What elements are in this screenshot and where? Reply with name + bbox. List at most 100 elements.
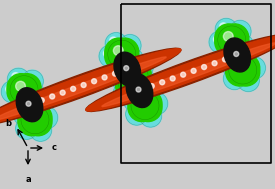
Ellipse shape (114, 52, 141, 86)
Circle shape (30, 119, 52, 141)
Circle shape (60, 90, 65, 95)
Circle shape (181, 72, 186, 77)
Circle shape (1, 81, 23, 103)
Circle shape (121, 76, 143, 98)
Circle shape (134, 70, 156, 92)
Circle shape (218, 26, 246, 54)
Circle shape (213, 35, 221, 43)
Circle shape (116, 71, 123, 79)
Circle shape (122, 72, 150, 100)
Ellipse shape (16, 88, 43, 122)
Circle shape (109, 55, 131, 77)
Circle shape (50, 94, 55, 99)
Circle shape (116, 72, 144, 100)
Circle shape (21, 70, 43, 92)
Circle shape (229, 20, 251, 42)
Circle shape (7, 78, 35, 106)
Circle shape (34, 124, 42, 131)
Circle shape (21, 106, 49, 134)
Ellipse shape (0, 48, 181, 126)
Circle shape (30, 101, 38, 109)
Circle shape (27, 111, 36, 121)
Circle shape (18, 108, 46, 136)
Circle shape (114, 59, 121, 67)
Circle shape (108, 40, 136, 68)
Circle shape (124, 76, 134, 86)
Circle shape (122, 48, 144, 70)
Circle shape (109, 37, 117, 45)
Circle shape (12, 73, 20, 80)
Circle shape (26, 74, 33, 82)
Circle shape (102, 75, 107, 80)
Circle shape (40, 111, 48, 119)
Circle shape (120, 61, 148, 90)
Circle shape (120, 61, 148, 90)
Circle shape (222, 57, 227, 62)
Circle shape (21, 106, 49, 134)
Circle shape (126, 67, 136, 77)
Circle shape (237, 70, 259, 91)
Ellipse shape (0, 49, 181, 125)
Circle shape (221, 54, 243, 76)
Circle shape (232, 34, 254, 56)
Circle shape (124, 66, 129, 71)
Circle shape (123, 60, 151, 88)
Circle shape (221, 24, 249, 52)
Circle shape (243, 57, 265, 79)
Text: b: b (5, 119, 11, 129)
Circle shape (36, 107, 58, 129)
Circle shape (16, 117, 38, 139)
Circle shape (16, 95, 23, 103)
Circle shape (26, 97, 48, 119)
Circle shape (108, 40, 136, 68)
Circle shape (134, 90, 162, 118)
Circle shape (226, 54, 254, 82)
Circle shape (113, 46, 123, 56)
Circle shape (150, 97, 158, 105)
Circle shape (122, 58, 130, 66)
Circle shape (122, 68, 150, 96)
Circle shape (221, 28, 249, 56)
Circle shape (144, 109, 152, 117)
Circle shape (116, 72, 123, 80)
Circle shape (10, 76, 38, 104)
Circle shape (111, 38, 139, 66)
Circle shape (126, 53, 134, 60)
Circle shape (131, 56, 153, 78)
Text: c: c (51, 143, 56, 153)
Circle shape (140, 87, 148, 95)
Circle shape (114, 82, 136, 104)
Circle shape (248, 61, 255, 69)
Circle shape (209, 31, 231, 53)
Circle shape (160, 80, 165, 85)
Circle shape (117, 64, 145, 91)
Circle shape (219, 41, 241, 63)
Circle shape (13, 78, 41, 106)
Circle shape (126, 81, 133, 88)
Circle shape (130, 108, 138, 115)
Circle shape (170, 76, 175, 81)
Circle shape (236, 39, 244, 46)
Circle shape (149, 84, 154, 89)
Circle shape (123, 64, 151, 91)
Ellipse shape (0, 57, 166, 121)
Circle shape (242, 74, 249, 82)
Circle shape (123, 89, 145, 111)
Circle shape (127, 84, 149, 106)
Circle shape (18, 104, 46, 132)
Circle shape (131, 92, 159, 120)
Circle shape (140, 105, 162, 127)
Circle shape (117, 54, 139, 76)
Circle shape (7, 74, 35, 102)
Circle shape (6, 85, 13, 93)
Circle shape (92, 79, 97, 84)
Circle shape (117, 60, 145, 88)
Ellipse shape (224, 38, 251, 72)
Circle shape (219, 23, 227, 31)
Circle shape (128, 94, 135, 101)
Circle shape (136, 60, 143, 68)
Circle shape (224, 45, 231, 53)
Circle shape (13, 104, 35, 125)
Circle shape (226, 58, 233, 66)
Circle shape (126, 103, 148, 125)
